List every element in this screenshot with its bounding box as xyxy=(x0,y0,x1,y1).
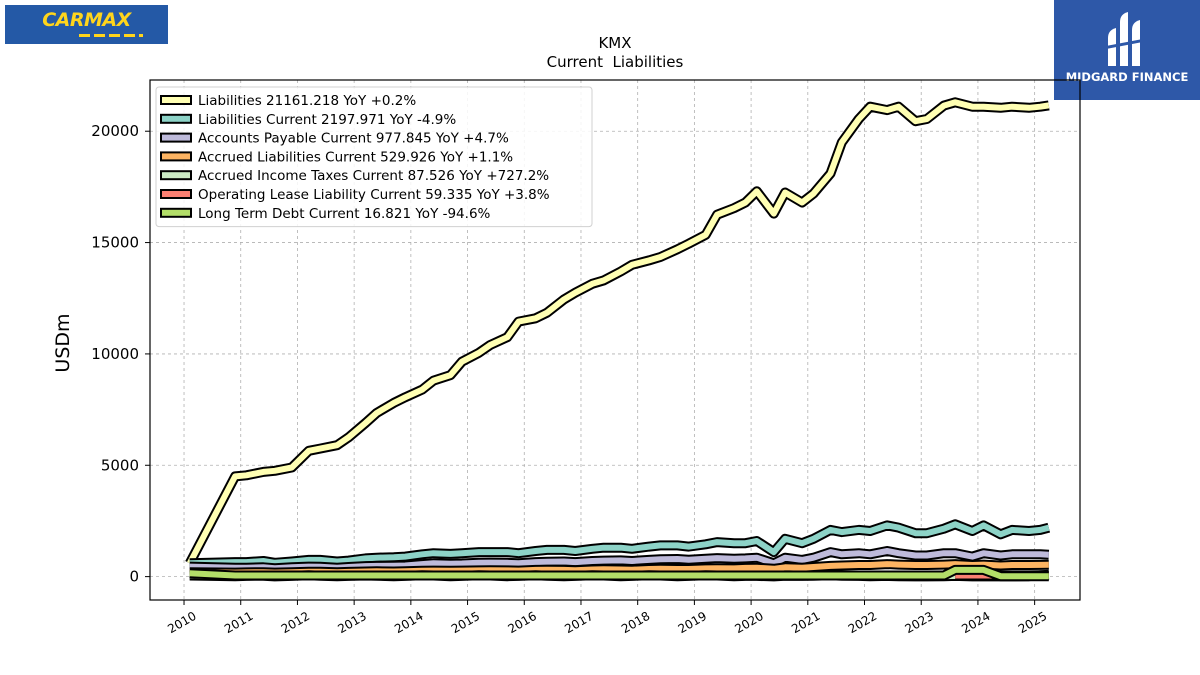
legend-swatch xyxy=(160,170,192,181)
y-tick-label: 10000 xyxy=(91,345,139,363)
x-tick-label: 2012 xyxy=(279,609,312,636)
legend-entry: Long Term Debt Current 16.821 YoY -94.6% xyxy=(198,206,491,222)
x-tick-label: 2023 xyxy=(902,609,935,636)
legend-swatch xyxy=(160,151,192,162)
legend-swatch xyxy=(160,207,192,218)
series-stroke xyxy=(187,99,1050,565)
y-tick-label: 0 xyxy=(129,568,139,586)
series-line-2 xyxy=(189,546,1050,574)
x-tick-label: 2019 xyxy=(676,609,709,636)
series-line-6 xyxy=(189,564,1049,582)
x-tick-label: 2022 xyxy=(846,609,879,636)
x-tick-label: 2014 xyxy=(392,609,425,636)
carmax-logo: CARMAX xyxy=(5,5,168,44)
legend-swatch xyxy=(160,113,192,124)
chart-legend: Liabilities 21161.218 YoY +0.2% Liabiliti… xyxy=(155,86,593,228)
legend-swatch xyxy=(160,189,192,199)
series-line-0 xyxy=(185,97,1050,566)
legend-entry: Accrued Income Taxes Current 87.526 YoY … xyxy=(198,168,549,184)
midgard-finance-wordmark: MIDGARD FINANCE xyxy=(1065,70,1189,84)
legend-box xyxy=(155,86,593,228)
series-stroke xyxy=(189,521,1050,567)
midgard-emblem-icon xyxy=(1106,12,1148,66)
legend-entry: Operating Lease Liability Current 59.335… xyxy=(198,187,550,203)
legend-entry: Liabilities 21161.218 YoY +0.2% xyxy=(198,93,416,109)
chart-series xyxy=(185,97,1051,582)
x-tick-label: 2020 xyxy=(732,609,765,636)
x-tick-label: 2025 xyxy=(1016,609,1049,636)
series-stroke xyxy=(189,566,1049,580)
midgard-finance-logo: MIDGARD FINANCE xyxy=(1054,0,1200,100)
y-tick-label: 5000 xyxy=(101,456,139,474)
x-tick-label: 2011 xyxy=(222,609,255,636)
legend-entry: Liabilities Current 2197.971 YoY -4.9% xyxy=(198,112,456,128)
y-tick-label: 15000 xyxy=(91,234,139,252)
series-line-1 xyxy=(189,519,1051,569)
legend-entry: Accounts Payable Current 977.845 YoY +4.… xyxy=(198,131,509,147)
series-stroke xyxy=(189,548,1049,572)
plot-frame xyxy=(149,79,1081,601)
chart-title: KMX xyxy=(598,34,631,52)
x-tick-label: 2024 xyxy=(959,609,992,636)
chart-subtitle: Current Liabilities xyxy=(547,53,684,71)
x-tick-label: 2016 xyxy=(506,609,539,636)
y-tick-label: 20000 xyxy=(91,122,139,140)
x-tick-label: 2018 xyxy=(619,609,652,636)
x-tick-label: 2010 xyxy=(165,609,198,636)
legend-swatch xyxy=(160,95,192,105)
legend-entry: Accrued Liabilities Current 529.926 YoY … xyxy=(198,149,513,165)
x-tick-label: 2013 xyxy=(335,609,368,636)
legend-swatch xyxy=(160,132,192,143)
y-axis-label: USDm xyxy=(52,313,74,372)
x-tick-label: 2015 xyxy=(449,609,482,636)
carmax-logo-text: CARMAX xyxy=(42,9,131,31)
x-tick-label: 2021 xyxy=(789,609,822,636)
x-tick-label: 2017 xyxy=(562,609,595,636)
carmax-logo-underline xyxy=(79,34,143,37)
